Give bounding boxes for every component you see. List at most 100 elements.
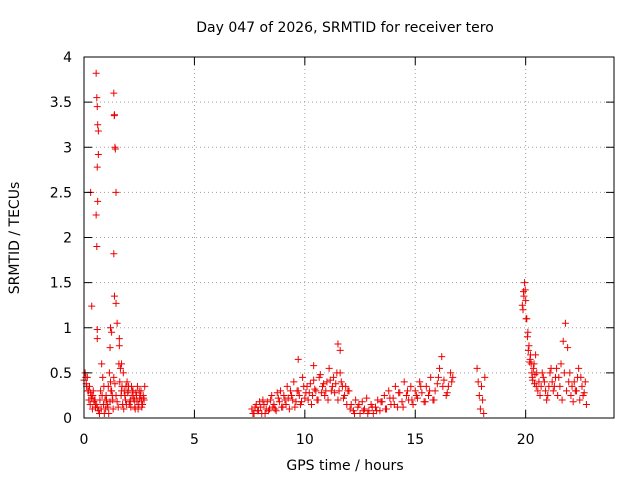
data-point — [530, 360, 538, 368]
data-point — [402, 391, 410, 399]
data-point — [360, 405, 368, 413]
data-point — [529, 376, 537, 384]
data-point — [284, 394, 292, 402]
data-point — [93, 103, 101, 111]
data-point — [334, 396, 342, 404]
data-point — [536, 391, 544, 399]
data-point — [540, 378, 548, 386]
data-point — [408, 396, 416, 404]
data-point — [281, 396, 289, 404]
data-point — [575, 364, 583, 372]
data-point — [333, 369, 341, 377]
data-point — [110, 111, 118, 119]
data-point — [309, 391, 317, 399]
data-point — [126, 398, 134, 406]
data-point — [133, 382, 141, 390]
data-point — [481, 373, 489, 381]
data-point — [286, 387, 294, 395]
data-point — [355, 400, 363, 408]
data-point — [582, 400, 590, 408]
data-point — [581, 378, 589, 386]
data-point — [115, 342, 123, 350]
data-point — [549, 387, 557, 395]
data-point — [88, 405, 96, 413]
data-point — [285, 405, 293, 413]
data-point — [531, 371, 539, 379]
data-point — [439, 382, 447, 390]
y-tick-label: 1.5 — [50, 276, 72, 292]
data-point — [138, 403, 146, 411]
data-point — [399, 403, 407, 411]
data-point — [480, 409, 488, 417]
data-point — [323, 378, 331, 386]
data-point — [248, 405, 256, 413]
data-point — [137, 387, 145, 395]
data-point — [479, 396, 487, 404]
data-point — [291, 403, 299, 411]
data-point — [311, 385, 319, 393]
data-point — [335, 387, 343, 395]
data-point — [298, 398, 306, 406]
data-point — [115, 360, 123, 368]
data-point — [518, 301, 526, 309]
data-point — [534, 387, 542, 395]
data-point — [307, 400, 315, 408]
data-point — [331, 389, 339, 397]
data-point — [120, 387, 128, 395]
x-axis-label: GPS time / hours — [286, 458, 403, 474]
data-point — [334, 340, 342, 348]
data-point — [436, 364, 444, 372]
data-point — [110, 250, 118, 258]
data-point — [561, 319, 569, 327]
data-point — [93, 163, 101, 171]
data-point — [140, 396, 148, 404]
x-tick-label: 0 — [80, 432, 89, 448]
y-tick-label: 2 — [63, 231, 72, 247]
data-point — [111, 145, 119, 153]
data-point — [108, 328, 116, 336]
data-point — [416, 378, 424, 386]
data-point — [119, 369, 127, 377]
axis-ticks: 0 0.5 1 1.5 2 2.5 3 3.5 4 0 5 10 15 20 — [50, 50, 614, 448]
data-point — [310, 376, 318, 384]
data-point — [86, 400, 94, 408]
data-point — [273, 389, 281, 397]
data-point — [342, 382, 350, 390]
data-point — [528, 369, 536, 377]
data-point — [302, 389, 310, 397]
data-point — [473, 364, 481, 372]
data-point — [94, 127, 102, 135]
data-point — [280, 391, 288, 399]
data-point — [545, 382, 553, 390]
data-point — [525, 342, 533, 350]
data-point — [556, 382, 564, 390]
data-point — [87, 391, 95, 399]
chart-title: Day 047 of 2026, SRMTID for receiver ter… — [196, 20, 494, 36]
data-point — [529, 364, 537, 372]
data-point — [564, 344, 572, 352]
data-point — [96, 396, 104, 404]
data-point — [108, 391, 116, 399]
data-point — [478, 382, 485, 390]
data-point — [548, 378, 556, 386]
data-point — [93, 326, 101, 334]
y-tick-label: 4 — [63, 50, 72, 66]
data-point — [89, 387, 97, 395]
data-point — [421, 398, 429, 406]
data-point — [313, 396, 321, 404]
data-point — [359, 407, 367, 415]
data-point — [301, 394, 309, 402]
data-point — [386, 394, 394, 402]
data-point — [337, 378, 345, 386]
data-point — [268, 391, 276, 399]
data-point — [351, 409, 359, 417]
data-point — [310, 362, 318, 370]
data-point — [293, 387, 301, 395]
data-point — [374, 396, 382, 404]
data-point — [409, 400, 417, 408]
data-point — [116, 378, 124, 386]
data-point — [109, 405, 117, 413]
data-point — [312, 387, 320, 395]
x-tick-label: 15 — [406, 432, 424, 448]
data-point — [391, 382, 399, 390]
